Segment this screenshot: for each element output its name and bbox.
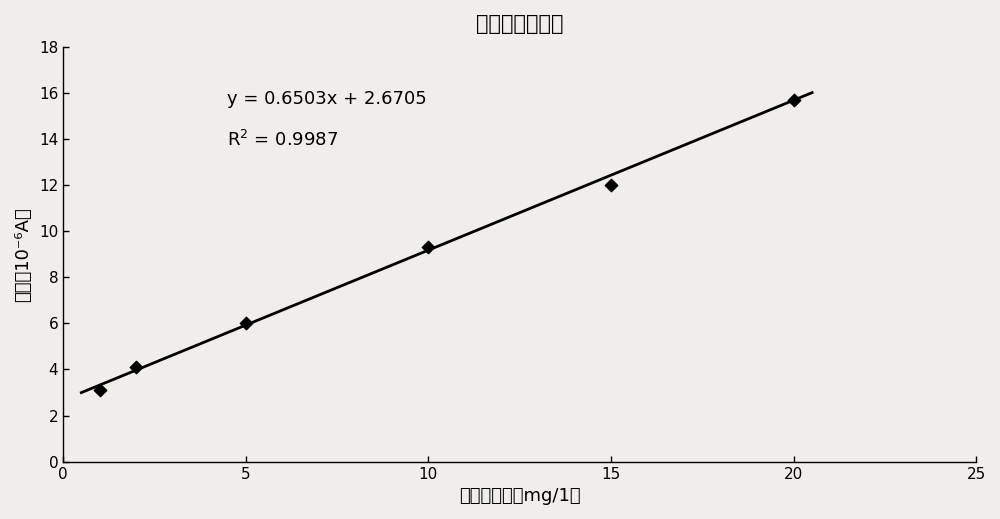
Point: [92, 386, 108, 394]
Point: [128, 363, 144, 371]
Point: [420, 243, 436, 251]
Point: [603, 181, 619, 189]
Point: [786, 95, 802, 104]
Y-axis label: 电流（10⁻⁶A）: 电流（10⁻⁶A）: [14, 207, 32, 302]
Text: y = 0.6503x + 2.6705: y = 0.6503x + 2.6705: [227, 90, 427, 108]
X-axis label: 四环素浓度（mg/1）: 四环素浓度（mg/1）: [459, 487, 581, 505]
Title: 四环素标准曲线: 四环素标准曲线: [476, 14, 564, 34]
Text: R$^2$ = 0.9987: R$^2$ = 0.9987: [227, 130, 339, 149]
Point: [238, 319, 254, 327]
